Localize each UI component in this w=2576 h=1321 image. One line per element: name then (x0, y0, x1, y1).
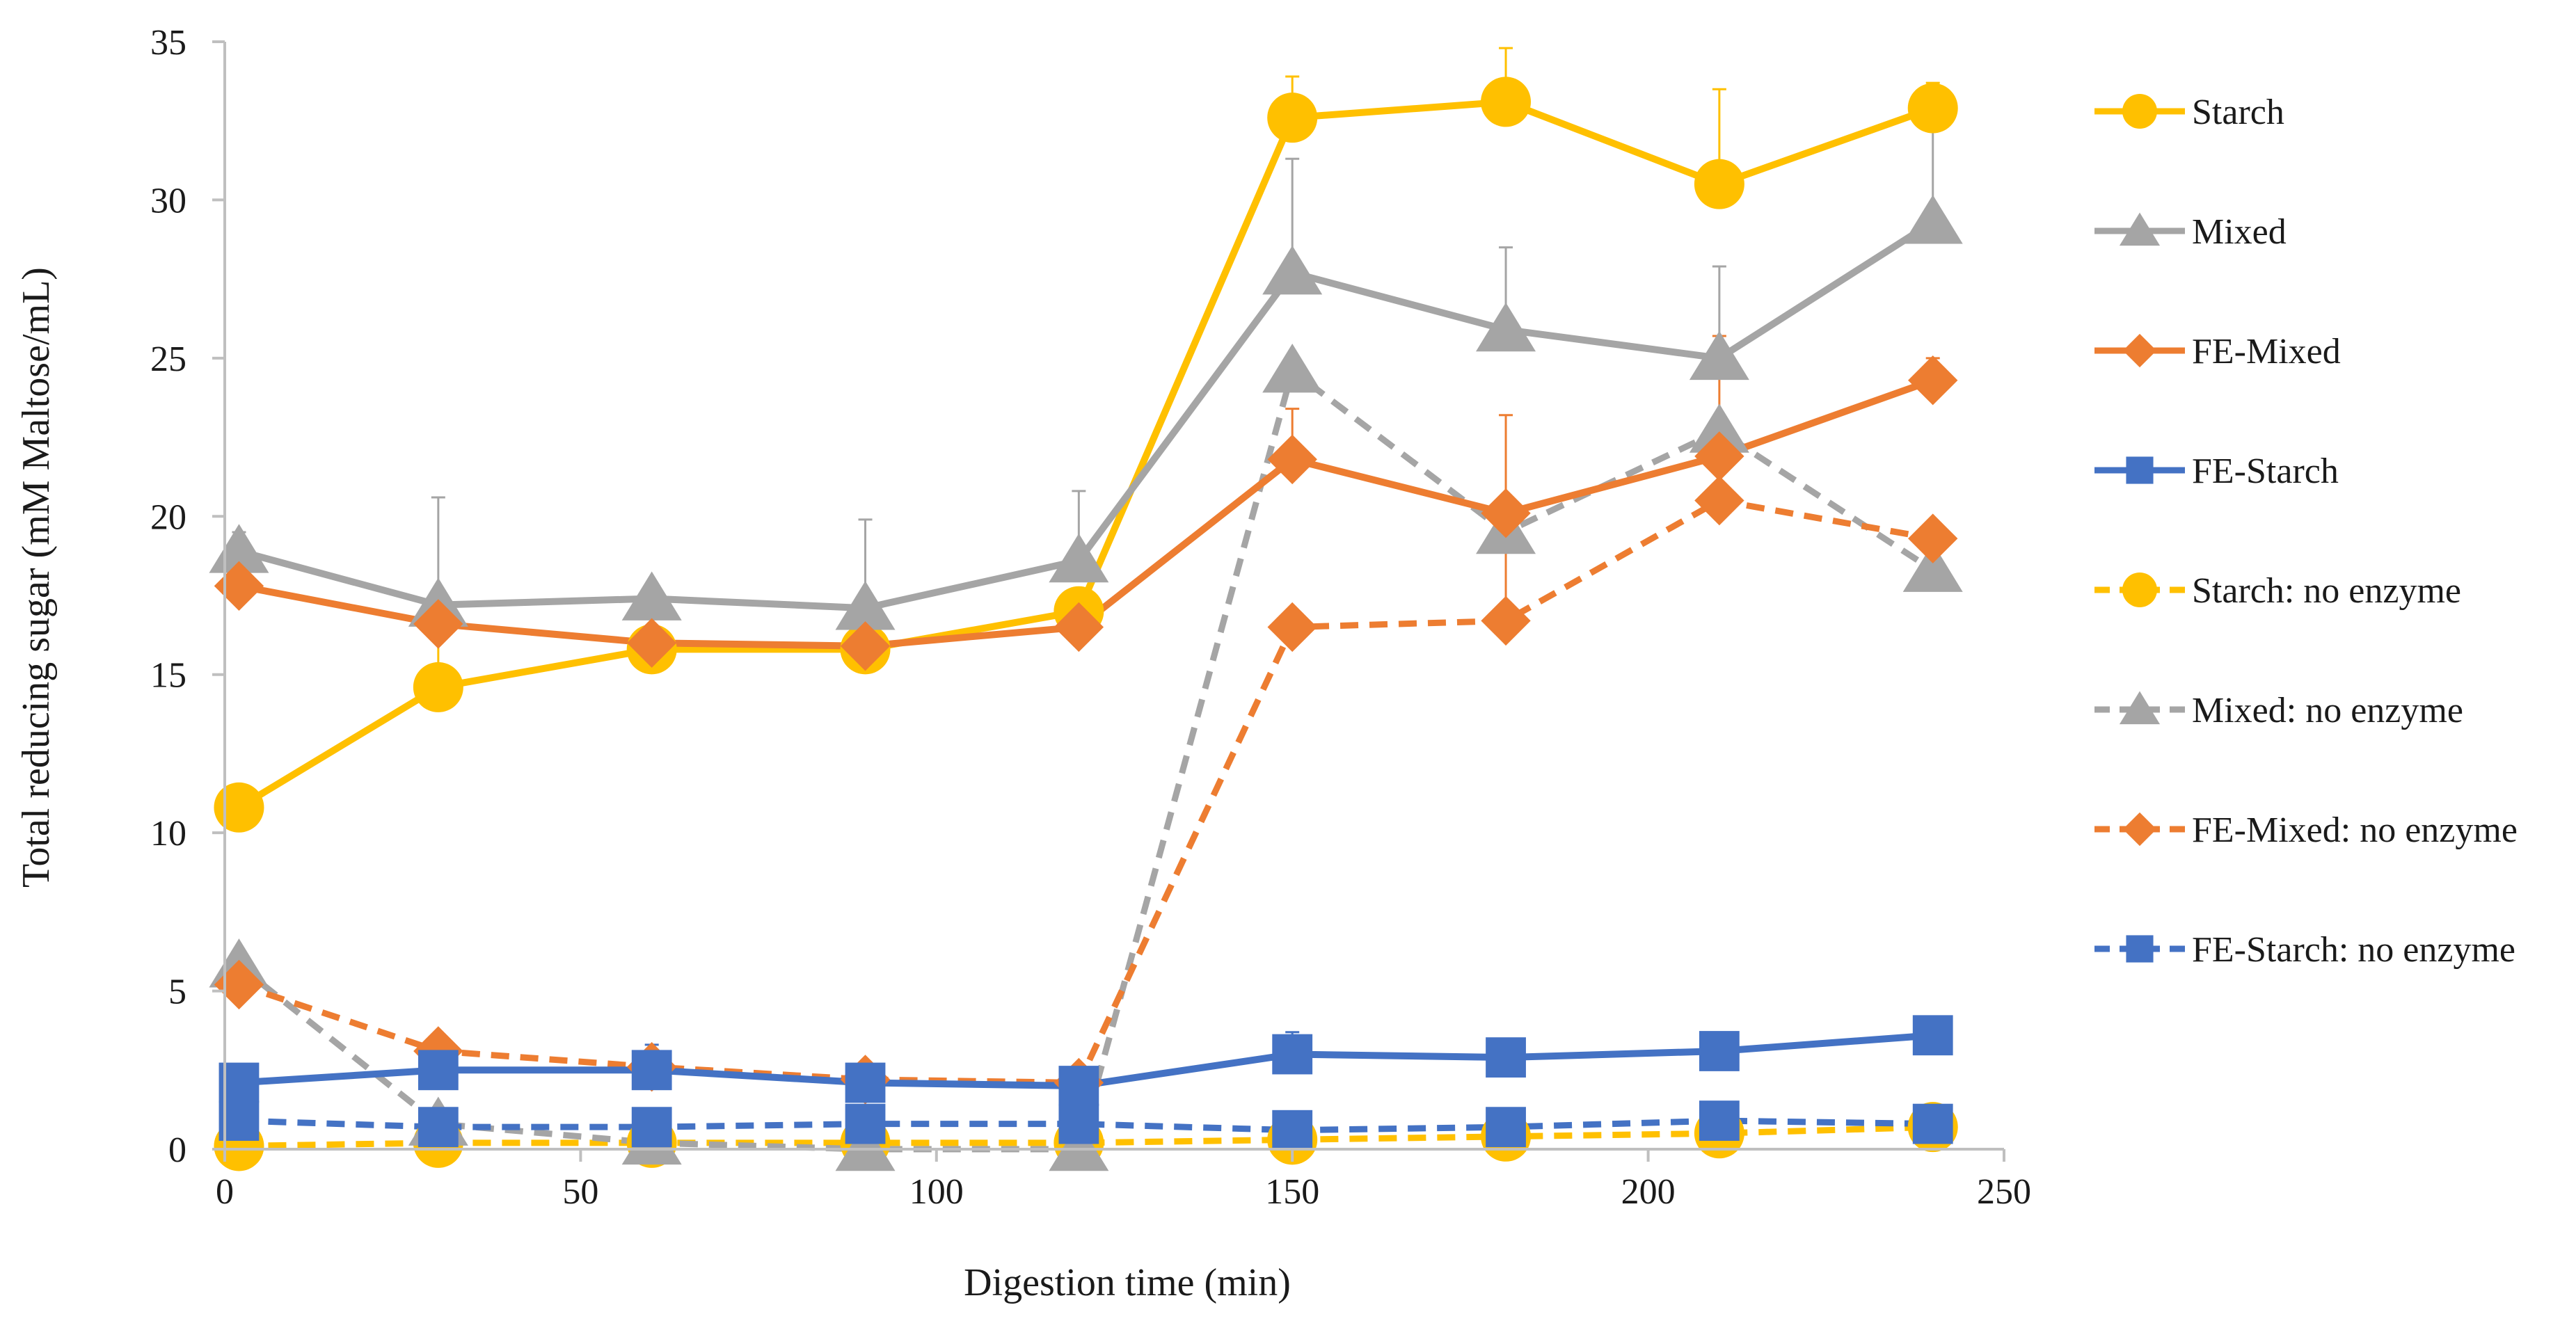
data-point-fe-starch-no-enzyme (1272, 1110, 1313, 1151)
data-point-mixed-no-enzyme (1262, 343, 1323, 393)
data-point-fe-starch (1486, 1037, 1526, 1078)
legend-label-fe-starch-no-enzyme: FE-Starch: no enzyme (2192, 930, 2515, 970)
legend: Starch Mixed FE-Mixed FE-Starch Starch: no e… (2094, 93, 2518, 970)
x-tick-label: 50 (562, 1172, 598, 1212)
y-tick-label: 20 (150, 497, 186, 537)
x-tick-label: 250 (1977, 1172, 2031, 1212)
legend-label-mixed: Mixed (2192, 212, 2287, 252)
data-point-fe-starch-no-enzyme (845, 1103, 886, 1144)
series-line-starch-no-enzyme (239, 1123, 1933, 1149)
series-line-fe-starch-no-enzyme (239, 1117, 1933, 1134)
data-point-mixed-no-enzyme (1049, 1121, 1109, 1171)
data-point-fe-starch (1912, 1015, 1953, 1056)
data-point-fe-starch-no-enzyme (1699, 1100, 1740, 1141)
data-point-fe-starch (1272, 1034, 1313, 1075)
legend-label-fe-starch: FE-Starch (2192, 451, 2339, 491)
legend-marker-starch-no-enzyme (2122, 573, 2157, 607)
legend-marker-fe-mixed (2122, 333, 2157, 368)
data-point-mixed (1902, 195, 1963, 244)
data-point-fe-mixed (1054, 602, 1104, 653)
data-point-mixed (1476, 302, 1536, 352)
data-point-mixed (1262, 245, 1323, 295)
data-point-fe-starch (1058, 1066, 1099, 1106)
data-point-starch (1267, 93, 1318, 143)
legend-label-fe-mixed: FE-Mixed (2192, 332, 2341, 371)
x-tick-label: 150 (1265, 1172, 1319, 1212)
x-tick-label: 100 (909, 1172, 964, 1212)
series-line-starch (237, 98, 1934, 811)
y-tick-label: 25 (150, 339, 186, 379)
data-point-fe-starch (418, 1050, 459, 1091)
data-point-fe-starch (845, 1062, 886, 1103)
data-point-starch (214, 782, 264, 833)
data-point-fe-starch (631, 1050, 672, 1091)
y-axis-title: Total reducing sugar (mM Maltose/mL) (15, 267, 58, 888)
data-point-fe-starch-no-enzyme (418, 1107, 459, 1148)
legend-marker-fe-starch (2126, 456, 2154, 484)
data-point-fe-starch-no-enzyme (631, 1107, 672, 1148)
series-line-mixed-no-enzyme (237, 367, 1935, 1153)
legend-marker-fe-starch-no-enzyme (2126, 935, 2154, 963)
data-point-mixed (621, 571, 682, 621)
data-point-mixed-no-enzyme (1689, 403, 1749, 453)
data-point-fe-mixed (1267, 434, 1317, 485)
data-point-fe-mixed-no-enzyme (1267, 602, 1317, 653)
data-point-starch (1907, 83, 1958, 134)
y-tick-label: 0 (168, 1130, 186, 1170)
data-point-fe-starch-no-enzyme (1486, 1107, 1526, 1148)
x-axis-title: Digestion time (min) (964, 1261, 1291, 1304)
y-tick-label: 35 (150, 23, 186, 63)
data-point-mixed-no-enzyme (835, 1121, 896, 1171)
data-point-starch (1481, 77, 1532, 127)
legend-marker-mixed (2119, 212, 2161, 246)
y-tick-label: 10 (150, 814, 186, 854)
data-point-mixed (1049, 533, 1109, 583)
legend-label-fe-mixed-no-enzyme: FE-Mixed: no enzyme (2192, 810, 2518, 850)
series-markers (209, 77, 1963, 1171)
y-tick-label: 5 (168, 972, 186, 1012)
y-tick-label: 30 (150, 181, 186, 221)
data-point-mixed (1689, 330, 1749, 381)
y-tick-label: 15 (150, 656, 186, 696)
data-point-fe-mixed-no-enzyme (1908, 513, 1958, 563)
legend-marker-mixed-no-enzyme (2119, 691, 2161, 725)
data-point-fe-mixed (1908, 355, 1958, 406)
data-point-fe-mixed (214, 561, 264, 611)
x-tick-label: 0 (216, 1172, 234, 1212)
data-point-fe-starch (1699, 1031, 1740, 1071)
data-point-fe-starch-no-enzyme (1912, 1103, 1953, 1144)
data-point-starch (413, 662, 463, 712)
x-tick-label: 200 (1621, 1172, 1676, 1212)
data-point-mixed (835, 581, 896, 630)
data-point-fe-mixed (840, 621, 891, 671)
legend-label-starch: Starch (2192, 93, 2284, 132)
legend-marker-fe-mixed-no-enzyme (2122, 812, 2157, 847)
data-point-fe-starch-no-enzyme (1058, 1103, 1099, 1144)
data-point-fe-mixed (413, 599, 463, 649)
data-point-fe-mixed (1694, 431, 1744, 481)
data-point-fe-mixed (1481, 488, 1531, 538)
data-point-fe-mixed-no-enzyme (1481, 595, 1531, 646)
legend-label-starch-no-enzyme: Starch: no enzyme (2192, 571, 2461, 611)
data-point-fe-mixed-no-enzyme (1694, 475, 1744, 526)
data-point-fe-mixed-no-enzyme (214, 959, 264, 1010)
legend-label-mixed-no-enzyme: Mixed: no enzyme (2192, 691, 2463, 730)
data-point-mixed-no-enzyme (1902, 543, 1963, 592)
axes: 0 50 100 150 200 250 0 5 10 15 20 25 30 35 (150, 23, 2031, 1212)
legend-marker-starch (2122, 94, 2157, 129)
data-point-starch (1694, 159, 1744, 209)
plot-area (209, 47, 1963, 1171)
data-point-fe-mixed (626, 618, 677, 668)
